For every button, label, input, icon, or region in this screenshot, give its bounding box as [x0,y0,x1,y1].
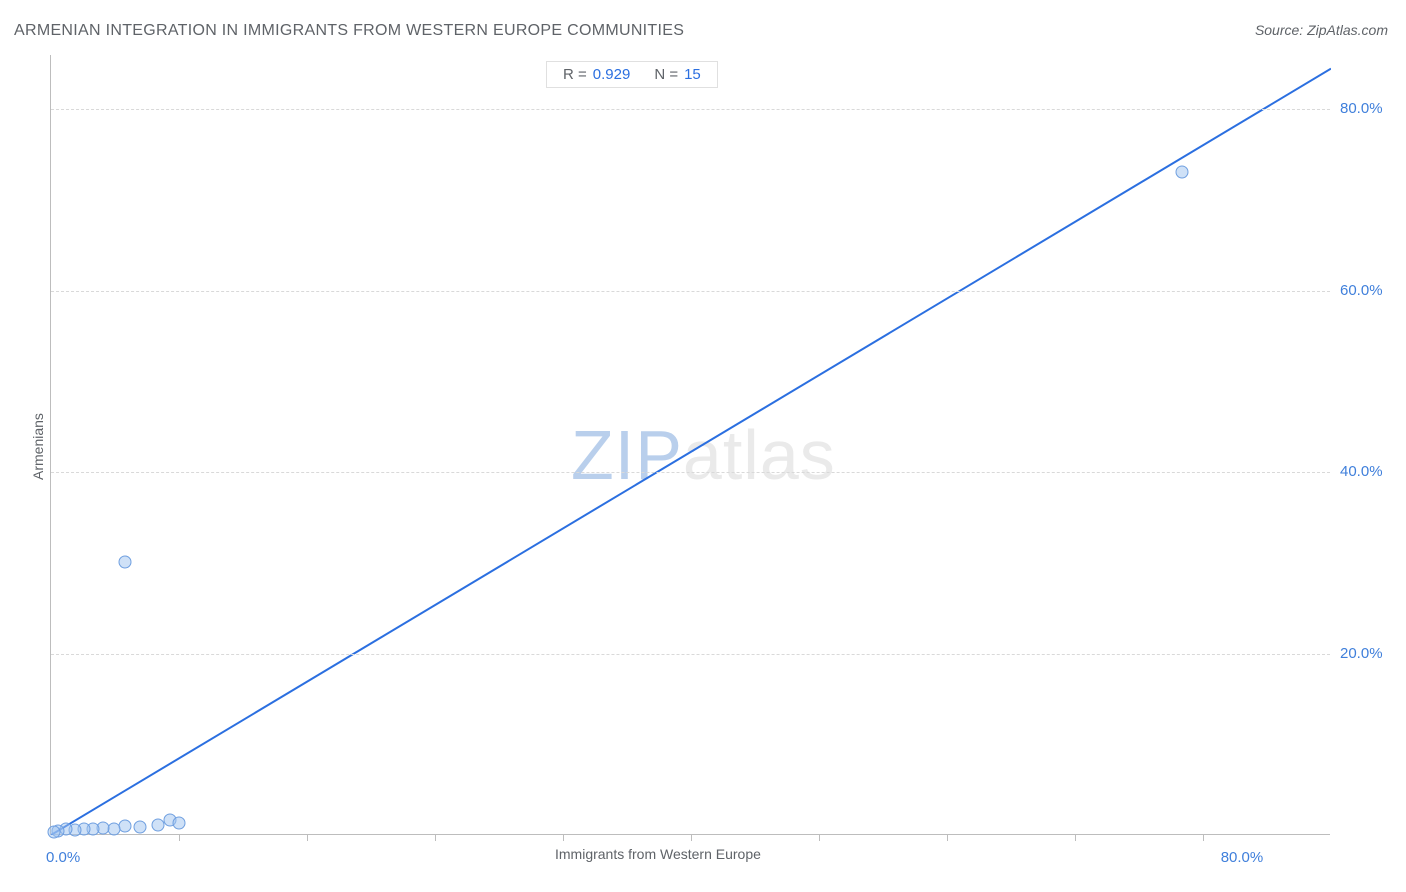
y-tick-label: 20.0% [1340,645,1383,662]
gridline [51,654,1330,655]
r-value: 0.929 [593,66,631,83]
n-label: N = [654,66,678,83]
gridline [51,291,1330,292]
y-tick-label: 60.0% [1340,282,1383,299]
x-tick [179,834,180,841]
stats-box: R = 0.929 N = 15 [546,61,718,88]
y-axis-label: Armenians [30,413,46,480]
data-point [173,817,186,830]
x-tick [435,834,436,841]
data-point [134,820,147,833]
watermark-zip: ZIP [571,416,683,494]
data-point [47,826,60,839]
x-tick [819,834,820,841]
x-tick [307,834,308,841]
y-tick-label: 80.0% [1340,100,1383,117]
watermark-atlas: atlas [683,416,836,494]
regression-line [51,55,1331,835]
source-attribution: Source: ZipAtlas.com [1255,22,1388,38]
x-tick [691,834,692,841]
x-tick [947,834,948,841]
gridline [51,472,1330,473]
data-point [1176,165,1189,178]
data-point [119,555,132,568]
x-tick-label: 0.0% [46,849,80,866]
n-value: 15 [684,66,701,83]
scatter-plot: ZIPatlas R = 0.929 N = 15 [50,55,1330,835]
x-tick [563,834,564,841]
x-axis-label: Immigrants from Western Europe [555,846,761,862]
x-tick-label: 80.0% [1221,849,1264,866]
y-tick-label: 40.0% [1340,463,1383,480]
gridline [51,109,1330,110]
r-label: R = [563,66,587,83]
page-title: ARMENIAN INTEGRATION IN IMMIGRANTS FROM … [14,22,684,40]
x-tick [1203,834,1204,841]
x-tick [1075,834,1076,841]
data-point [152,818,165,831]
data-point [119,819,132,832]
watermark: ZIPatlas [571,415,836,495]
